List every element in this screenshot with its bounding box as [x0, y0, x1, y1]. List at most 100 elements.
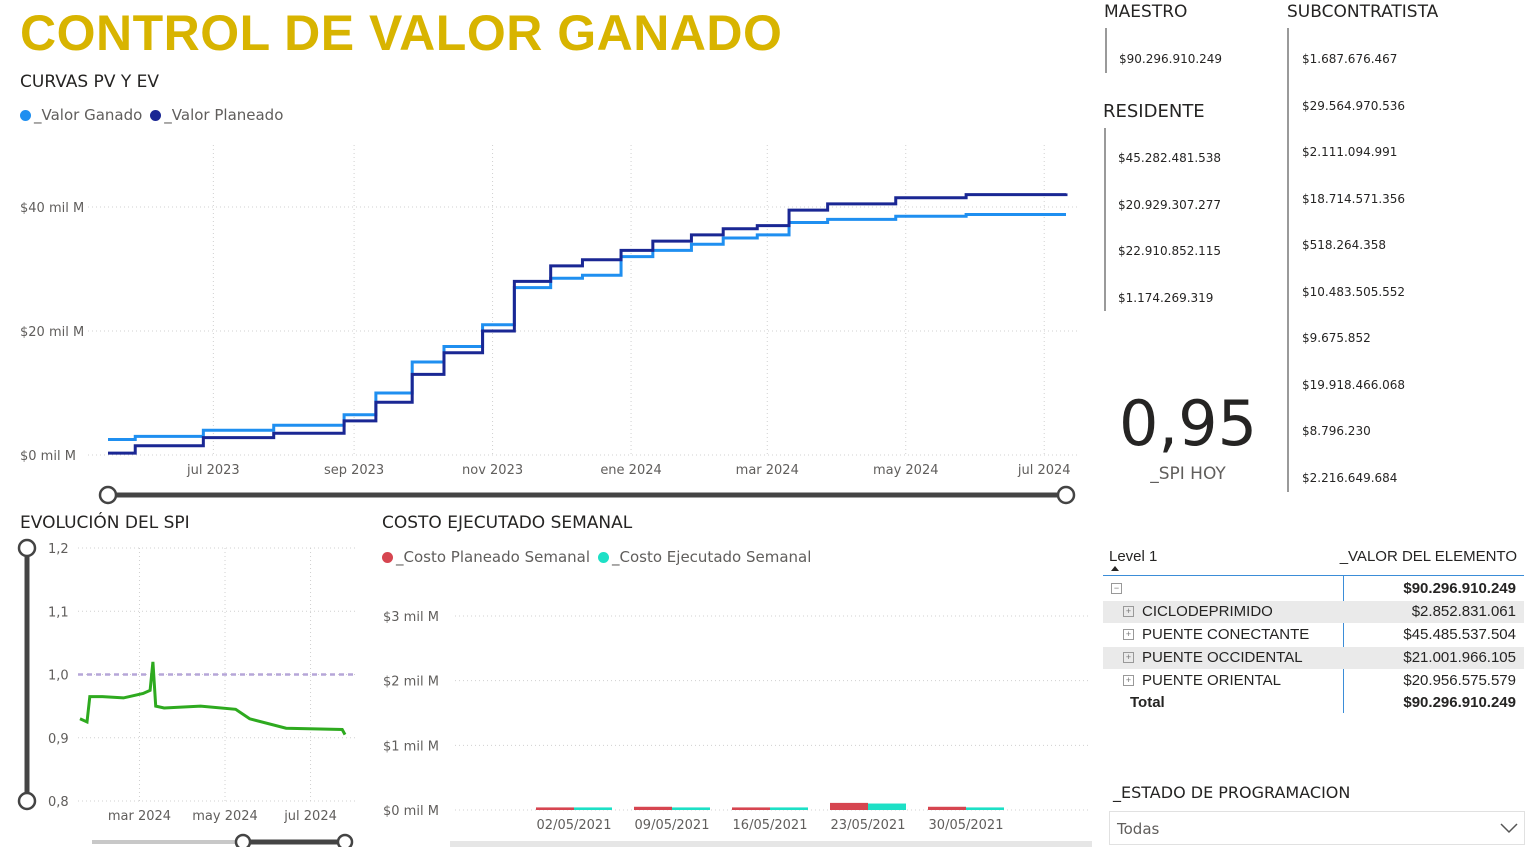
x-tick-label: jul 2024: [1017, 463, 1071, 478]
expand-icon[interactable]: +: [1123, 652, 1134, 663]
matrix-column-divider: [1343, 575, 1344, 713]
sort-asc-icon: [1111, 566, 1119, 571]
spi-chart-title: EVOLUCIÓN DEL SPI: [20, 513, 190, 533]
subcontratista-value: $518.264.358: [1302, 238, 1386, 252]
ev-line-chart[interactable]: $0 mil M $20 mil M $40 mil M jul 2023 sep 20…: [0, 135, 1090, 510]
x-tick-label: 23/05/2021: [831, 818, 906, 833]
matrix-total-label: Total: [1130, 694, 1165, 711]
legend-item-costo-planeado[interactable]: _Costo Planeado Semanal: [382, 548, 590, 566]
y-tick-label: $2 mil M: [383, 675, 439, 690]
collapse-icon[interactable]: −: [1111, 583, 1122, 594]
legend-label: _Costo Ejecutado Semanal: [612, 548, 812, 566]
matrix-col-level1[interactable]: Level 1: [1109, 548, 1158, 565]
estado-programacion-dropdown[interactable]: Todas: [1109, 811, 1525, 845]
series-line-valor-ganado[interactable]: [108, 212, 1066, 441]
residente-value: $1.174.269.319: [1118, 290, 1214, 305]
matrix-row-label: PUENTE OCCIDENTAL: [1142, 649, 1303, 666]
x-tick-label: sep 2023: [324, 463, 384, 478]
bar-costo-ejecutado[interactable]: [574, 807, 612, 810]
bar-costo-planeado[interactable]: [634, 806, 672, 810]
matrix-row[interactable]: + CICLODEPRIMIDO $2.852.831.061: [1103, 601, 1524, 623]
maestro-label: MAESTRO: [1104, 2, 1188, 22]
x-tick-label: 16/05/2021: [733, 818, 808, 833]
x-tick-label: nov 2023: [462, 463, 523, 478]
matrix-row-label: PUENTE CONECTANTE: [1142, 626, 1310, 643]
subcontratista-value: $9.675.852: [1302, 331, 1371, 345]
x-tick-label: may 2024: [873, 463, 939, 478]
page-title: CONTROL DE VALOR GANADO: [20, 5, 783, 61]
expand-icon[interactable]: +: [1123, 606, 1134, 617]
x-tick-label: 02/05/2021: [537, 818, 612, 833]
x-tick-label: mar 2024: [736, 463, 799, 478]
subcontratista-value: $19.918.466.068: [1302, 377, 1406, 392]
legend-item-costo-ejecutado[interactable]: _Costo Ejecutado Semanal: [598, 548, 811, 566]
subcontratista-value: $8.796.230: [1302, 424, 1371, 438]
legend-dot-icon: [598, 551, 610, 563]
x-tick-label: jul 2023: [186, 463, 240, 478]
spi-scroll-start-handle[interactable]: [234, 833, 252, 847]
x-tick-label: mar 2024: [108, 809, 171, 824]
bar-costo-ejecutado[interactable]: [868, 803, 906, 810]
series-line-valor-planeado[interactable]: [108, 193, 1068, 455]
matrix-row-value: $45.485.537.504: [1403, 626, 1516, 643]
cost-scrollbar[interactable]: [450, 841, 1092, 847]
subcontratista-value: $1.687.676.467: [1302, 52, 1398, 66]
subcontratista-label: SUBCONTRATISTA: [1287, 2, 1439, 22]
matrix-total-row: Total $90.296.910.249: [1103, 692, 1524, 714]
legend-label: _Costo Planeado Semanal: [396, 548, 591, 566]
y-tick-label: 0,9: [48, 732, 69, 747]
x-tick-label: may 2024: [192, 809, 258, 824]
matrix-row[interactable]: + PUENTE OCCIDENTAL $21.001.966.105: [1103, 647, 1524, 669]
y-tick-label: 1,0: [48, 669, 69, 684]
matrix-row[interactable]: + PUENTE CONECTANTE $45.485.537.504: [1103, 624, 1524, 646]
expand-icon[interactable]: +: [1123, 629, 1134, 640]
bar-costo-planeado[interactable]: [928, 806, 966, 810]
legend-label: _Valor Ganado: [34, 106, 143, 124]
ev-chart-legend: _Valor Ganado _Valor Planeado: [20, 106, 291, 124]
bar-costo-ejecutado[interactable]: [966, 807, 1004, 810]
bar-costo-planeado[interactable]: [830, 802, 868, 810]
bar-costo-planeado[interactable]: [536, 807, 574, 810]
matrix-top-row[interactable]: − $90.296.910.249: [1103, 578, 1524, 600]
spi-scroll-end-handle[interactable]: [336, 833, 354, 847]
legend-dot-icon: [20, 109, 31, 121]
cost-bar-chart[interactable]: $0 mil M $1 mil M $2 mil M $3 mil M 02/05/20…: [370, 590, 1095, 847]
bar-costo-planeado[interactable]: [732, 807, 770, 810]
residente-divider: [1104, 128, 1106, 311]
matrix-col-valor[interactable]: _VALOR DEL ELEMENTO: [1339, 548, 1517, 565]
date-range-slider-end-handle[interactable]: [1056, 485, 1076, 505]
subcontratista-value: $10.483.505.552: [1302, 284, 1406, 299]
bar-costo-ejecutado[interactable]: [672, 807, 710, 810]
date-range-slider-start-handle[interactable]: [98, 485, 118, 505]
spi-slider-bottom-handle[interactable]: [17, 791, 37, 811]
legend-label: _Valor Planeado: [164, 106, 284, 124]
spi-line[interactable]: [79, 661, 347, 736]
spi-slider-top-handle[interactable]: [17, 538, 37, 558]
x-tick-label: 09/05/2021: [635, 818, 710, 833]
legend-item-valor-ganado[interactable]: _Valor Ganado: [20, 106, 142, 124]
matrix-row[interactable]: + PUENTE ORIENTAL $20.956.575.579: [1103, 670, 1524, 692]
dropdown-selected: Todas: [1117, 820, 1160, 838]
y-tick-label: $0 mil M: [20, 449, 76, 464]
matrix-header-divider: [1103, 575, 1524, 576]
spi-hoy-value: 0,95: [1118, 387, 1258, 460]
y-tick-label: 1,1: [48, 605, 69, 620]
y-tick-label: 1,2: [48, 542, 69, 557]
legend-item-valor-planeado[interactable]: _Valor Planeado: [150, 106, 283, 124]
spi-line-chart[interactable]: 0,8 0,9 1,0 1,1 1,2 mar 2024 may 2024 jul 2024: [0, 535, 370, 847]
x-tick-label: 30/05/2021: [929, 818, 1004, 833]
y-tick-label: $40 mil M: [20, 201, 84, 216]
x-tick-label: jul 2024: [283, 809, 337, 824]
expand-icon[interactable]: +: [1123, 675, 1134, 686]
cost-chart-legend: _Costo Planeado Semanal _Costo Ejecutado…: [382, 548, 819, 566]
subcontratista-value: $29.564.970.536: [1302, 98, 1406, 113]
y-tick-label: $20 mil M: [20, 325, 84, 340]
subcontratista-divider: [1287, 28, 1289, 492]
residente-label: RESIDENTE: [1103, 101, 1205, 122]
legend-dot-icon: [150, 109, 162, 121]
matrix-row-label: CICLODEPRIMIDO: [1142, 603, 1273, 620]
matrix-row-label: PUENTE ORIENTAL: [1142, 672, 1281, 689]
matrix-row-value: $20.956.575.579: [1403, 672, 1516, 689]
bar-costo-ejecutado[interactable]: [770, 807, 808, 810]
chevron-down-icon: [1500, 823, 1518, 834]
